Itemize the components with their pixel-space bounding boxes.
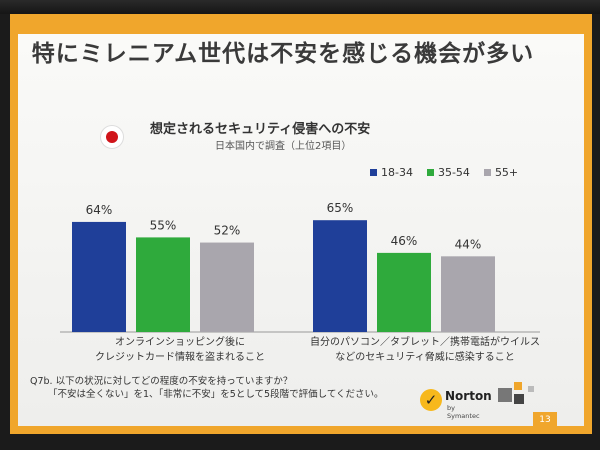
survey-note: 日本国内で調査（上位2項目） xyxy=(215,141,352,152)
survey-question-line1: Q7b. 以下の状況に対してどの程度の不安を持っていますか？ xyxy=(30,376,293,387)
legend-label-55-plus: 55+ xyxy=(494,166,519,179)
bar-35-54-cat1 xyxy=(136,237,190,332)
value-label-55-plus-cat1: 52% xyxy=(214,224,241,238)
value-label-18-34-cat1: 64% xyxy=(86,203,113,217)
legend-label-18-34: 18-34 xyxy=(381,166,413,179)
survey-question-line2: 「不安は全くない」を1、「非常に不安」を5として5段階で評価してください。 xyxy=(48,389,384,400)
chart-legend: 18-34 35-54 55+ xyxy=(370,166,518,179)
value-label-35-54-cat2: 46% xyxy=(391,234,418,248)
brand-name: Norton xyxy=(445,389,492,403)
legend-swatch-35-54 xyxy=(426,169,434,176)
checkmark-icon: ✓ xyxy=(420,389,442,411)
category-label-1-line2: クレジットカード情報を盗まれること xyxy=(95,352,265,363)
japan-flag-icon xyxy=(100,125,124,149)
bar-35-54-cat2 xyxy=(377,252,431,332)
legend-item-55-plus: 55+ xyxy=(483,166,519,179)
legend-item-35-54: 35-54 xyxy=(426,166,470,179)
chart-subtitle: 想定されるセキュリティ侵害への不安 xyxy=(150,122,371,137)
category-label-1-line1: オンラインショッピング後に xyxy=(115,337,245,348)
background-top xyxy=(0,0,600,14)
bar-55-plus-cat2 xyxy=(441,256,495,332)
norton-logo: ✓ Norton by Symantec xyxy=(420,387,492,420)
bar-18-34-cat1 xyxy=(72,221,126,332)
slide-title: 特にミレニアム世代は不安を感じる機会が多い xyxy=(31,41,535,67)
legend-swatch-55-plus xyxy=(483,169,491,176)
legend-swatch-18-34 xyxy=(370,169,377,176)
value-label-55-plus-cat2: 44% xyxy=(455,237,482,251)
survey-question: Q7b. 以下の状況に対してどの程度の不安を持っていますか？ 「不安は全くない」… xyxy=(30,375,384,401)
category-label-2-line1: 自分のパソコン／タブレット／携帯電話がウイルス xyxy=(310,337,540,348)
brand-sub: by Symantec xyxy=(447,404,480,420)
value-label-18-34-cat2: 65% xyxy=(327,201,354,215)
value-label-35-54-cat1: 55% xyxy=(150,218,177,232)
bar-55-plus-cat1 xyxy=(200,242,254,332)
category-label-1: オンラインショッピング後に クレジットカード情報を盗まれること xyxy=(55,335,305,365)
legend-label-35-54: 35-54 xyxy=(437,166,470,179)
category-label-2-line2: などのセキュリティ脅威に感染すること xyxy=(335,352,515,363)
bar-18-34-cat2 xyxy=(313,220,367,332)
decorative-squares xyxy=(490,380,540,410)
category-label-2: 自分のパソコン／タブレット／携帯電話がウイルス などのセキュリティ脅威に感染する… xyxy=(290,335,560,365)
legend-item-18-34: 18-34 xyxy=(370,166,413,179)
page-number: 13 xyxy=(533,412,557,428)
